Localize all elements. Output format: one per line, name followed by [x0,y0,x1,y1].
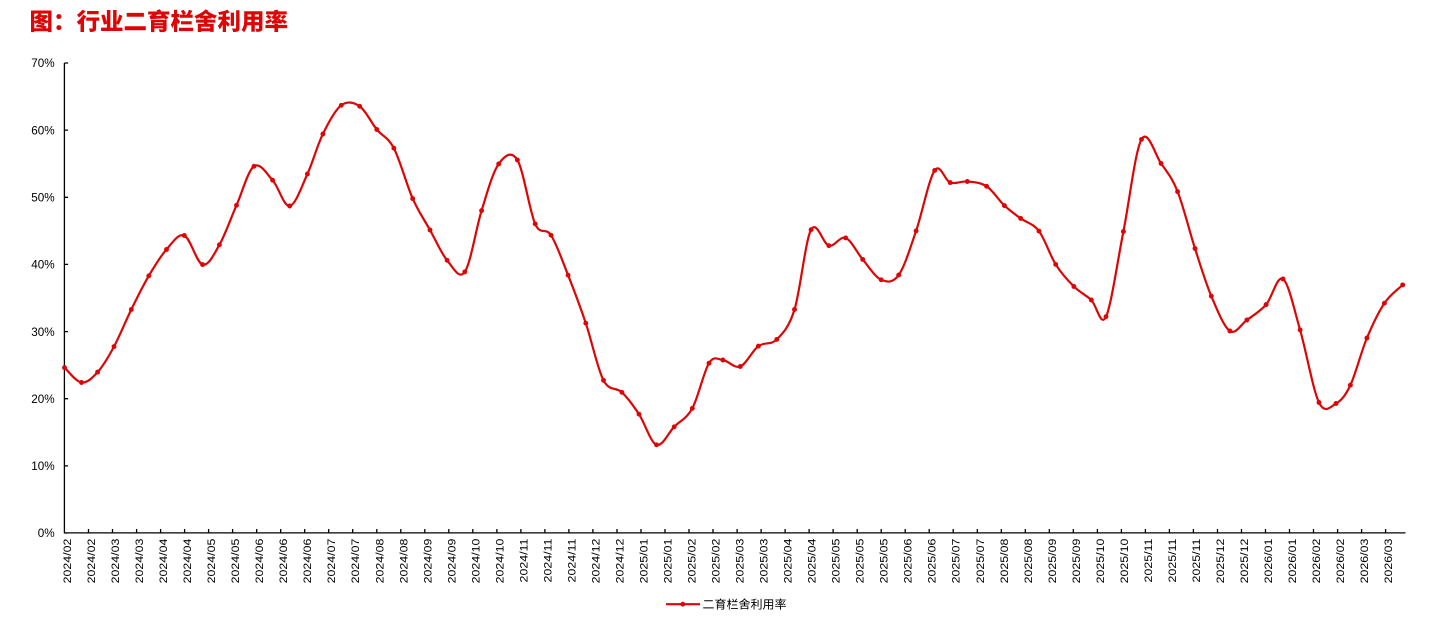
svg-text:0%: 0% [38,527,55,540]
svg-text:2024/05: 2024/05 [231,539,242,584]
svg-text:2025/04: 2025/04 [807,538,818,583]
svg-text:2024/06: 2024/06 [303,539,314,584]
svg-text:2025/07: 2025/07 [951,539,962,584]
svg-text:2025/12: 2025/12 [1216,539,1227,584]
svg-text:2025/04: 2025/04 [783,538,794,583]
svg-text:2025/03: 2025/03 [735,539,746,584]
svg-text:2024/07: 2024/07 [327,539,338,584]
svg-text:2025/06: 2025/06 [927,539,938,584]
svg-text:2025/12: 2025/12 [1240,539,1251,584]
svg-text:2024/11: 2024/11 [567,539,578,583]
svg-text:2024/12: 2024/12 [615,539,626,584]
svg-text:2024/11: 2024/11 [519,539,530,583]
svg-text:2026/02: 2026/02 [1312,539,1323,584]
svg-text:2025/09: 2025/09 [1072,539,1083,584]
svg-text:2024/07: 2024/07 [351,539,362,584]
svg-text:30%: 30% [31,326,54,339]
svg-text:2026/03: 2026/03 [1360,539,1371,584]
svg-text:2025/05: 2025/05 [879,539,890,584]
svg-text:60%: 60% [31,124,54,137]
svg-text:2025/01: 2025/01 [639,539,650,584]
svg-text:2026/01: 2026/01 [1264,539,1275,584]
svg-text:2024/05: 2024/05 [207,539,218,584]
svg-text:2024/04: 2024/04 [159,538,170,583]
svg-text:2026/03: 2026/03 [1384,539,1395,584]
svg-text:10%: 10% [31,460,54,473]
svg-text:2025/09: 2025/09 [1048,539,1059,584]
svg-text:2025/10: 2025/10 [1120,539,1131,584]
svg-text:2025/03: 2025/03 [759,539,770,584]
svg-text:2024/11: 2024/11 [543,539,554,583]
svg-text:2024/08: 2024/08 [399,539,410,584]
svg-text:2024/09: 2024/09 [447,539,458,584]
svg-text:50%: 50% [31,192,54,205]
svg-text:2025/02: 2025/02 [711,539,722,584]
svg-text:2025/07: 2025/07 [976,539,987,584]
svg-text:2024/04: 2024/04 [183,538,194,583]
svg-text:2025/05: 2025/05 [855,539,866,584]
svg-text:2025/11: 2025/11 [1144,539,1155,583]
svg-text:2025/08: 2025/08 [1000,539,1011,584]
svg-text:20%: 20% [31,393,54,406]
svg-text:2026/01: 2026/01 [1288,539,1299,584]
svg-text:2025/08: 2025/08 [1024,539,1035,584]
svg-text:2024/03: 2024/03 [135,539,146,584]
svg-text:2024/10: 2024/10 [471,539,482,584]
svg-text:2024/02: 2024/02 [63,539,74,584]
svg-text:2024/06: 2024/06 [255,539,266,584]
svg-text:2025/11: 2025/11 [1192,539,1203,583]
svg-text:2025/02: 2025/02 [687,539,698,584]
svg-text:2024/02: 2024/02 [87,539,98,584]
svg-text:2024/06: 2024/06 [279,539,290,584]
svg-text:2026/02: 2026/02 [1336,539,1347,584]
svg-text:70%: 70% [31,57,54,70]
svg-text:2025/05: 2025/05 [831,539,842,584]
svg-text:2025/01: 2025/01 [663,539,674,584]
svg-text:2025/11: 2025/11 [1168,539,1179,583]
svg-text:2025/10: 2025/10 [1096,539,1107,584]
svg-text:2024/10: 2024/10 [495,539,506,584]
svg-text:2024/03: 2024/03 [111,539,122,584]
svg-text:2024/08: 2024/08 [375,539,386,584]
svg-text:40%: 40% [31,259,54,272]
svg-text:2025/06: 2025/06 [903,539,914,584]
svg-text:2024/12: 2024/12 [591,539,602,584]
svg-text:2024/09: 2024/09 [423,539,434,584]
